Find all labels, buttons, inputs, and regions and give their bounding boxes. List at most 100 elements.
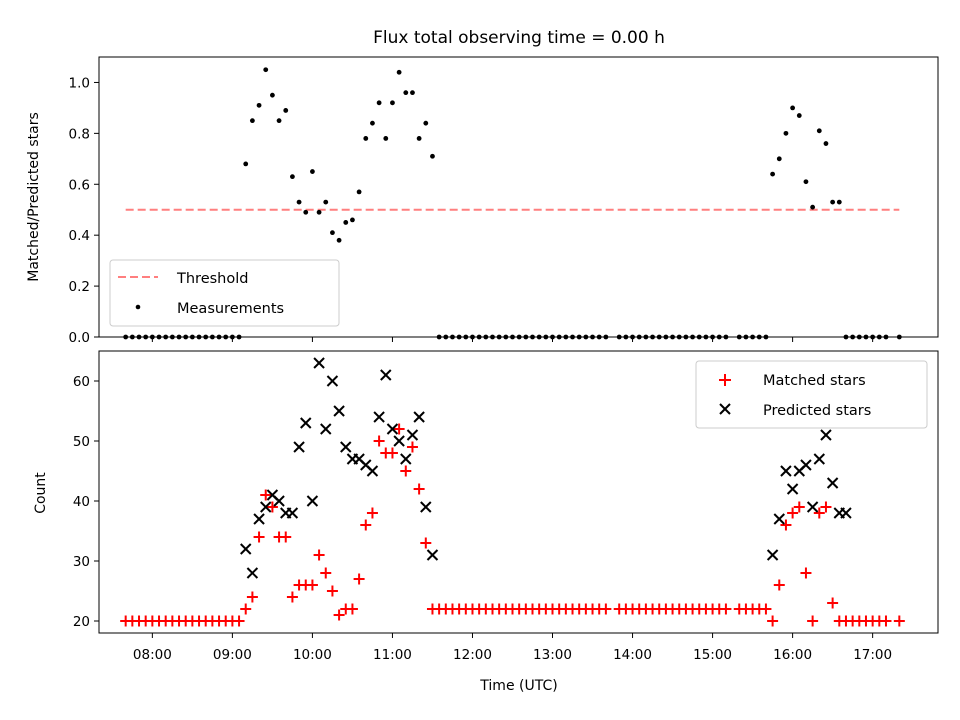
measurement-point xyxy=(370,120,375,126)
bottom-x-ticks: 08:00 09:00 10:00 11:00 12:00 13:00 14:00 15:00… xyxy=(133,633,892,663)
measurement-point xyxy=(416,136,422,141)
measurement-point xyxy=(383,136,389,141)
predicted-star-point xyxy=(413,411,425,423)
measurement-point xyxy=(350,217,355,223)
top-panel: 0.0 0.2 0.4 0.6 0.8 1.0 Matched/Predicted sta… xyxy=(26,56,939,346)
measurement-point xyxy=(363,136,369,141)
matched-star-point xyxy=(780,519,792,531)
matched-star-point xyxy=(253,531,265,543)
top-axes-frame xyxy=(98,56,939,338)
predicted-star-point xyxy=(300,417,312,429)
matched-star-point xyxy=(793,501,805,513)
measurement-point xyxy=(263,67,269,73)
matched-star-point xyxy=(306,579,318,591)
top-y-tick-label: 0.6 xyxy=(69,177,90,193)
matched-star-point xyxy=(240,603,252,615)
bottom-x-tick-label: 08:00 xyxy=(133,647,172,663)
predicted-star-point xyxy=(786,483,799,495)
matched-star-point xyxy=(406,441,418,453)
top-y-tick-label: 0.4 xyxy=(69,228,90,244)
matched-star-point xyxy=(720,603,732,615)
predicted-star-point xyxy=(766,549,779,561)
predicted-star-point xyxy=(320,423,332,435)
measurement-point xyxy=(403,90,409,96)
predicted-legend-marker xyxy=(719,403,731,415)
predicted-star-point xyxy=(840,507,852,519)
predicted-star-point xyxy=(420,501,432,513)
top-y-tick-label: 0.8 xyxy=(69,126,90,142)
predicted-star-point xyxy=(333,405,345,417)
predicted-star-point xyxy=(800,459,812,471)
matched-star-point xyxy=(813,507,825,519)
predicted-star-point xyxy=(293,441,305,453)
measurement-point xyxy=(290,174,295,180)
measurement-point xyxy=(770,171,776,177)
measurement-point xyxy=(803,179,809,185)
measurement-point xyxy=(776,156,782,162)
top-y-tick-label: 0.0 xyxy=(69,330,90,346)
matched-star-point xyxy=(366,507,378,519)
matched-star-point xyxy=(233,615,245,627)
matched-star-point xyxy=(787,507,799,519)
measurement-point xyxy=(410,90,415,96)
matched-legend-marker xyxy=(719,374,731,386)
bottom-legend: Matched stars Predicted stars xyxy=(695,360,928,429)
measurement-point xyxy=(270,92,275,98)
predicted-star-point xyxy=(400,453,412,465)
predicted-star-point xyxy=(313,357,325,369)
matched-star-point xyxy=(393,423,405,435)
matched-star-point xyxy=(346,603,358,615)
matched-star-point xyxy=(820,501,832,513)
top-legend: Threshold Measurements xyxy=(109,259,340,327)
predicted-star-point xyxy=(260,501,272,513)
top-y-ticks: 0.0 0.2 0.4 0.6 0.8 1.0 xyxy=(69,75,99,346)
matched-star-point xyxy=(320,567,332,579)
matched-star-point xyxy=(373,435,385,447)
measurement-point xyxy=(296,199,302,205)
predicted-star-point xyxy=(366,465,379,477)
bottom-x-tick-label: 12:00 xyxy=(453,647,492,663)
measurement-point xyxy=(249,118,255,124)
measurement-point xyxy=(243,161,249,167)
bottom-y-tick-label: 20 xyxy=(73,614,90,630)
measurement-point xyxy=(256,102,262,108)
matched-star-point xyxy=(893,615,905,627)
bottom-x-tick-label: 10:00 xyxy=(293,647,332,663)
predicted-star-point xyxy=(826,477,839,489)
matched-star-point xyxy=(807,615,819,627)
measurement-point xyxy=(823,141,829,146)
measurement-point xyxy=(356,189,362,195)
matched-star-point xyxy=(800,567,812,579)
predicted-star-point xyxy=(813,453,825,465)
matched-star-point xyxy=(313,549,325,561)
measurement-point xyxy=(303,209,309,215)
matched-star-point xyxy=(827,597,839,609)
bottom-y-axis-label: Count xyxy=(33,472,49,514)
measurement-point xyxy=(336,237,342,243)
predicted-star-point xyxy=(306,495,319,507)
measurement-point xyxy=(830,199,836,205)
top-y-tick-label: 1.0 xyxy=(69,75,90,91)
top-y-axis-label: Matched/Predicted stars xyxy=(26,112,42,282)
bottom-x-tick-label: 17:00 xyxy=(853,647,892,663)
predicted-star-point xyxy=(246,567,259,579)
predicted-star-point xyxy=(393,435,405,447)
matched-star-point xyxy=(760,603,772,615)
chart-title: Flux total observing time = 0.00 h xyxy=(373,28,665,48)
bottom-axes-frame xyxy=(98,350,939,634)
predicted-star-point xyxy=(340,441,352,453)
matched-star-point xyxy=(360,519,372,531)
predicted-star-point xyxy=(406,429,419,441)
measurement-point xyxy=(790,105,796,111)
measurement-point xyxy=(796,113,802,118)
bottom-x-tick-label: 14:00 xyxy=(613,647,652,663)
measurement-point xyxy=(836,199,842,205)
top-y-tick-label: 0.2 xyxy=(69,279,90,295)
predicted-star-point xyxy=(780,465,792,477)
measurement-point xyxy=(816,128,822,134)
threshold-legend-label: Threshold xyxy=(176,271,248,287)
matched-star-point xyxy=(420,537,432,549)
bottom-x-tick-label: 13:00 xyxy=(533,647,572,663)
predicted-star-point xyxy=(373,411,385,423)
matched-star-point xyxy=(386,447,398,459)
